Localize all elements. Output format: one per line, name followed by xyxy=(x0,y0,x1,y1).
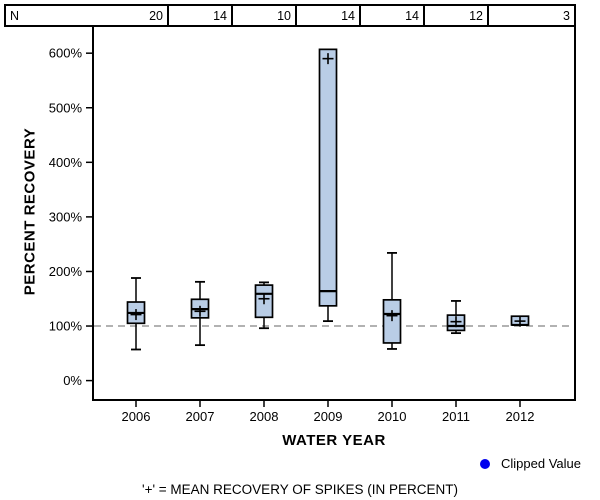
x-tick-label: 2008 xyxy=(250,409,279,424)
x-tick-label: 2010 xyxy=(378,409,407,424)
y-tick-label: 200% xyxy=(49,264,83,279)
n-value: 20 xyxy=(149,9,163,23)
y-tick-label: 300% xyxy=(49,209,83,224)
n-value: 14 xyxy=(405,9,419,23)
x-tick-label: 2009 xyxy=(314,409,343,424)
n-row-label: N xyxy=(10,9,19,23)
legend: Clipped Value xyxy=(480,456,581,471)
boxplot-2007 xyxy=(190,280,210,347)
boxplot-2006 xyxy=(126,277,146,351)
n-value: 10 xyxy=(277,9,291,23)
clipped-value-dot-icon xyxy=(480,458,490,469)
boxplot-2011 xyxy=(446,300,466,335)
y-tick-label: 400% xyxy=(49,155,83,170)
n-value: 14 xyxy=(341,9,355,23)
boxplot-2012 xyxy=(510,315,530,327)
y-tick-label: 0% xyxy=(63,373,82,388)
footnote: '+' = MEAN RECOVERY OF SPIKES (IN PERCEN… xyxy=(142,482,458,497)
x-tick-label: 2012 xyxy=(506,409,535,424)
boxplot-2008 xyxy=(254,281,274,330)
n-value: 3 xyxy=(563,9,570,23)
n-value: 14 xyxy=(213,9,227,23)
n-value: 12 xyxy=(469,9,483,23)
x-axis-title: WATER YEAR xyxy=(282,432,386,449)
iqr-box xyxy=(382,298,402,344)
x-tick-label: 2011 xyxy=(442,409,470,424)
x-tick-label: 2007 xyxy=(186,409,215,424)
legend-label: Clipped Value xyxy=(501,456,581,471)
y-tick-label: 100% xyxy=(49,319,83,334)
x-tick-label: 2006 xyxy=(122,409,151,424)
boxplot-2009 xyxy=(318,48,338,323)
y-tick-label: 500% xyxy=(49,100,83,115)
iqr-box xyxy=(318,48,338,307)
y-axis-title: PERCENT RECOVERY xyxy=(21,127,39,296)
y-tick-label: 600% xyxy=(49,46,83,61)
plot-frame xyxy=(92,25,576,401)
boxplot-2010 xyxy=(382,252,402,350)
